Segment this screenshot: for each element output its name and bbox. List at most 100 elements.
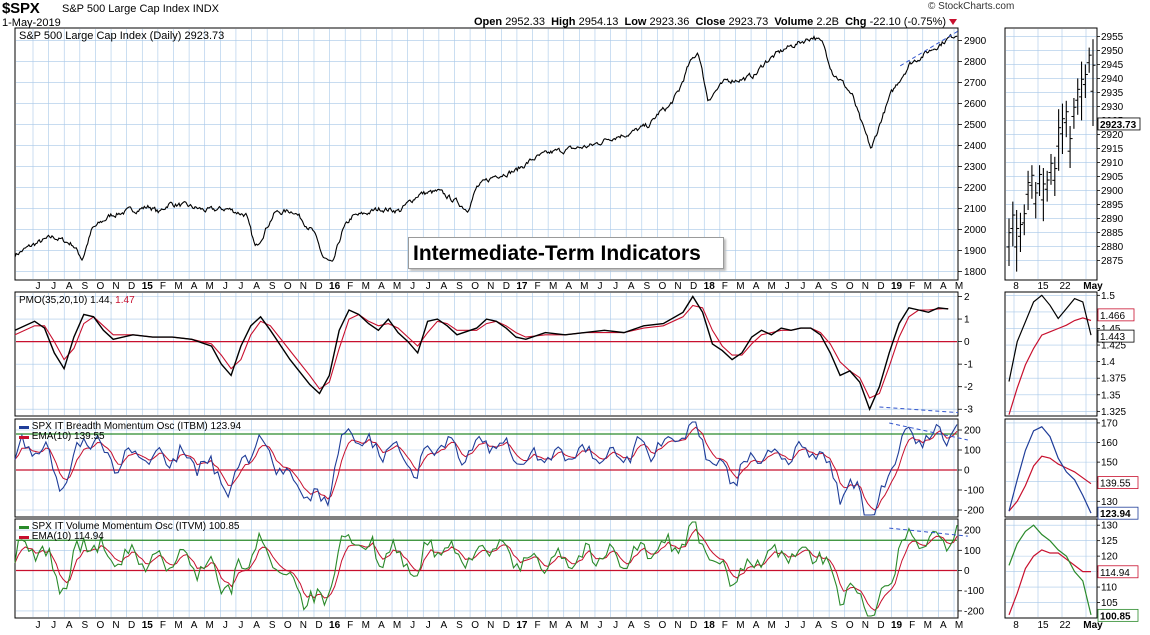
last-price-label: 2923.73 xyxy=(1100,120,1137,131)
x-axis-label: O xyxy=(284,281,292,292)
x-axis-label: N xyxy=(487,281,494,292)
x-axis-label: J xyxy=(597,281,602,292)
pmo-last-label: 1.466 xyxy=(1100,311,1125,322)
x-axis-label: J xyxy=(613,281,618,292)
y-tick-label: 2400 xyxy=(964,141,987,152)
pmo-zoom-line xyxy=(1008,294,1092,382)
x-axis-label: J xyxy=(800,620,805,631)
volume-label: Volume xyxy=(774,16,814,28)
low-value: 2923.36 xyxy=(649,16,690,28)
pmo-zoom-signal xyxy=(1008,317,1092,415)
high-label: High xyxy=(551,16,576,28)
x-axis-label: F xyxy=(534,620,540,631)
zoom-y-tick-label: 130 xyxy=(1101,521,1118,532)
x-axis-label: D xyxy=(690,620,697,631)
x-axis-label: M xyxy=(549,281,557,292)
zoom-y-tick-label: 1.325 xyxy=(1101,407,1126,418)
x-axis-label: 18 xyxy=(704,281,716,292)
x-axis-label: S xyxy=(81,281,88,292)
itbm-ema-swatch: ▬ xyxy=(19,431,32,442)
x-axis-label: O xyxy=(284,620,292,631)
x-axis-label: M xyxy=(393,620,401,631)
x-axis-label: M xyxy=(362,281,370,292)
zoom-y-tick-label: 1.5 xyxy=(1101,291,1115,302)
y-tick-label: -100 xyxy=(964,486,984,497)
chart-date: 1-May-2019 xyxy=(2,17,61,29)
x-axis-label: S xyxy=(81,620,88,631)
x-axis-label: M xyxy=(206,620,214,631)
x-axis-label: S xyxy=(269,620,276,631)
x-axis-label: 18 xyxy=(704,620,716,631)
x-axis-label: N xyxy=(112,620,119,631)
x-axis-label: J xyxy=(51,620,56,631)
x-axis-label: M xyxy=(924,620,932,631)
itbm-ema-text: EMA(10) 139.55 xyxy=(32,431,105,442)
x-axis-label: 16 xyxy=(329,281,341,292)
zoom-y-tick-label: 2915 xyxy=(1101,144,1124,155)
zoom-y-tick-label: 1.425 xyxy=(1101,341,1126,352)
itvm-ema-swatch: ▬ xyxy=(19,531,32,542)
y-tick-label: 2000 xyxy=(964,225,987,236)
x-axis-label: N xyxy=(862,620,869,631)
x-axis-label: M xyxy=(362,620,370,631)
x-axis-label: J xyxy=(51,281,56,292)
x-axis-label: A xyxy=(815,620,822,631)
x-axis-label: O xyxy=(659,281,667,292)
itvm-ema-legend: ▬ EMA(10) 114.94 xyxy=(19,531,104,542)
x-axis-label: J xyxy=(426,620,431,631)
itbm-last-tag xyxy=(1097,506,1139,520)
itbm-panel-title: ▬ SPX IT Breadth Momentum Osc (ITBM) 123… xyxy=(19,421,242,432)
x-axis-label: N xyxy=(300,281,307,292)
zoom-y-tick-label: 150 xyxy=(1101,458,1118,469)
annotation-box: Intermediate-Term Indicators xyxy=(408,237,724,269)
x-axis-label: O xyxy=(846,281,854,292)
price-series-line xyxy=(14,33,958,262)
x-axis-label: A xyxy=(628,281,635,292)
x-axis-label: J xyxy=(36,281,41,292)
x-axis-label: M xyxy=(768,281,776,292)
pmo-last-tag xyxy=(1097,329,1135,343)
x-axis-label: O xyxy=(97,620,105,631)
volume-value: 2.2B xyxy=(816,16,839,28)
x-axis-label: N xyxy=(674,620,681,631)
x-axis-label: A xyxy=(753,281,760,292)
x-axis-label: J xyxy=(613,620,618,631)
x-axis-label: M xyxy=(206,281,214,292)
pmo-line xyxy=(14,295,949,412)
x-axis-label: J xyxy=(426,281,431,292)
x-axis-label: F xyxy=(160,281,166,292)
x-axis-label: F xyxy=(160,620,166,631)
x-axis-label: A xyxy=(441,281,448,292)
x-axis-label: S xyxy=(456,620,463,631)
chg-value: -22.10 (-0.75%) xyxy=(869,16,946,28)
x-axis-label: 19 xyxy=(891,620,903,631)
x-axis-label: A xyxy=(565,281,572,292)
x-axis-label: N xyxy=(862,281,869,292)
itvm-panel-title: ▬ SPX IT Volume Momentum Osc (ITVM) 100.… xyxy=(19,521,240,532)
y-tick-label: 2700 xyxy=(964,78,987,89)
x-axis-label: O xyxy=(846,620,854,631)
zoom-y-tick-label: 2945 xyxy=(1101,60,1124,71)
x-axis-label: J xyxy=(785,620,790,631)
x-axis-label: 15 xyxy=(142,281,154,292)
zoom-y-tick-label: 1.4 xyxy=(1101,357,1115,368)
y-tick-label: -200 xyxy=(964,506,984,517)
down-arrow-icon xyxy=(949,19,957,26)
zoom-y-tick-label: 2950 xyxy=(1101,46,1124,57)
x-axis-label: F xyxy=(722,281,728,292)
y-tick-label: 2500 xyxy=(964,120,987,131)
itbm-last-label: 123.94 xyxy=(1100,509,1131,520)
itbm-last-tag xyxy=(1097,476,1139,490)
zoom-y-tick-label: 1.45 xyxy=(1101,324,1121,335)
y-tick-label: -1 xyxy=(964,360,973,371)
zoom-y-tick-label: 1.35 xyxy=(1101,390,1121,401)
x-axis-label: A xyxy=(940,281,947,292)
itvm-last-label: 114.94 xyxy=(1100,568,1130,579)
y-tick-label: 200 xyxy=(964,526,981,537)
y-tick-label: 1900 xyxy=(964,246,987,257)
x-axis-label: J xyxy=(36,620,41,631)
zoom-y-tick-label: 105 xyxy=(1101,598,1118,609)
pmo-title-main: PMO(35,20,10) 1.44, xyxy=(19,295,115,306)
panel-frame xyxy=(14,518,959,619)
zoom-y-tick-label: 160 xyxy=(1101,438,1118,449)
